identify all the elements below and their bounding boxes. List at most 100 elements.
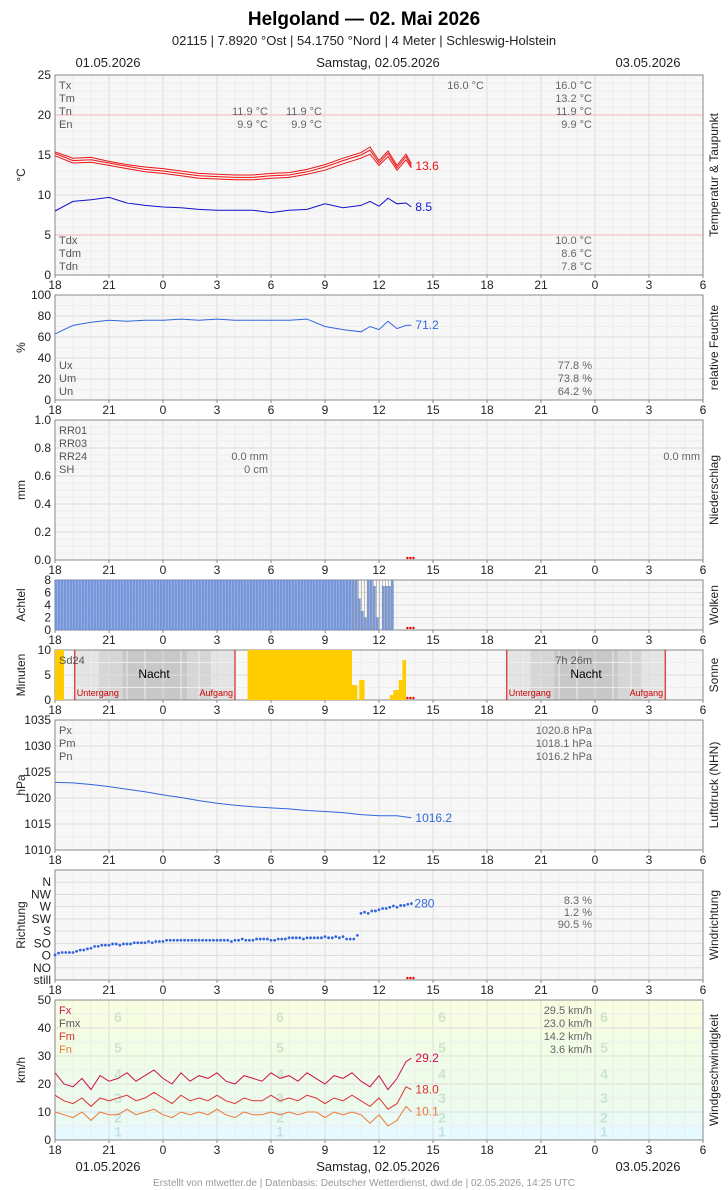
cloud-bar [138,579,142,631]
cloud-bar [237,579,241,631]
direction-point [338,936,341,940]
y-axis-label: Achtel [14,588,28,621]
direction-point [330,936,334,940]
direction-point [251,938,255,942]
cloud-bar [309,579,313,631]
ytick-label: SO [34,936,51,950]
series-line [54,149,412,178]
xtick-label: 9 [322,563,329,577]
xtick-label: 6 [700,633,707,647]
direction-point [359,911,363,915]
xtick-label: 9 [322,1143,329,1157]
direction-point [114,942,118,946]
xtick-label: 21 [534,703,548,717]
cloud-bar [108,579,112,631]
direction-point [158,940,161,943]
xtick-label: 12 [372,563,386,577]
xtick-label: 12 [372,278,386,292]
xtick-label: 6 [268,1143,275,1157]
direction-point [341,935,345,939]
direction-point [366,911,370,915]
ytick-label: O [42,949,51,963]
xtick-label: 3 [646,278,653,292]
direction-point [86,947,89,951]
stat-key: Tn [59,106,72,118]
xtick-label: 12 [372,983,386,997]
direction-point [140,941,143,945]
direction-point [291,936,294,940]
cloud-bar [372,586,376,631]
stat-value: 90.5 % [558,919,592,931]
ytick-label: W [40,900,52,914]
panel-pressure: 1010 1015 1020 1025 1030 1035 hPa Luftdruck (NH… [14,713,721,867]
cloud-bar [114,579,118,631]
direction-point [190,938,194,942]
direction-point [172,938,176,942]
sun-bar [247,650,352,700]
xtick-label: 21 [534,983,548,997]
direction-point [186,938,190,942]
ytick-label: 30 [38,1049,52,1063]
direction-point [183,938,187,942]
xtick-label: 21 [534,403,548,417]
ytick-label: 4 [44,598,51,612]
series-line [54,153,412,181]
ytick-label: 1030 [24,739,51,753]
ytick-label: S [43,924,51,938]
sun-duration: 7h 26m [555,655,592,667]
xtick-label: 18 [480,983,494,997]
direction-point [410,902,413,906]
series-end-label: 1016.2 [415,811,452,825]
xtick-label: 3 [646,853,653,867]
xtick-label: 18 [480,563,494,577]
stat-value: 1020.8 hPa [536,725,593,737]
xtick-label: 21 [102,403,116,417]
xtick-label: 0 [160,703,167,717]
beaufort-label: 3 [276,1090,284,1106]
ytick-label: 20 [38,108,52,122]
chart-title: Helgoland — 02. Mai 2026 [248,9,480,30]
xtick-label: 6 [700,703,707,717]
direction-point [64,951,68,954]
xtick-label: 21 [534,633,548,647]
xtick-label: 18 [48,983,62,997]
stat-value-day1: 11.9 °C [232,106,268,118]
cloud-bar [75,579,79,631]
direction-point [240,937,244,941]
night-label: Nacht [570,667,602,681]
cloud-bar [189,579,193,631]
xtick-label: 9 [322,403,329,417]
cloud-bar [339,579,343,631]
ytick-label: still [34,973,51,987]
stat-value-day1: 9.9 °C [237,119,268,131]
direction-point [316,936,320,940]
beaufort-label: 4 [600,1066,608,1082]
cloud-bar [126,579,130,631]
xtick-label: 0 [160,983,167,997]
stat-value-day2: 11.9 °C [286,106,322,118]
cloud-bar [258,579,262,631]
beaufort-label: 1 [438,1124,446,1140]
ytick-label: 0 [44,693,51,707]
direction-point [388,905,392,909]
direction-point [215,938,219,942]
cloud-bar [222,579,226,631]
sunrise-label: Aufgang [199,688,233,698]
xtick-label: 0 [160,1143,167,1157]
series-end-label: 71.2 [415,318,439,332]
direction-point [82,948,86,952]
stat-value: 13.2 °C [555,93,592,105]
cloud-bar [195,579,199,631]
cloud-bar [384,586,388,631]
ytick-label: 20 [38,1077,52,1091]
xtick-label: 3 [214,983,221,997]
beaufort-label: 5 [276,1040,284,1056]
beaufort-label: 6 [276,1009,284,1025]
cloud-bar [312,579,316,631]
direction-point [266,937,269,941]
cloud-bar [96,579,100,631]
stat-key: Tdn [59,261,78,273]
cloud-bar [168,579,172,631]
ytick-label: 8 [44,573,51,587]
